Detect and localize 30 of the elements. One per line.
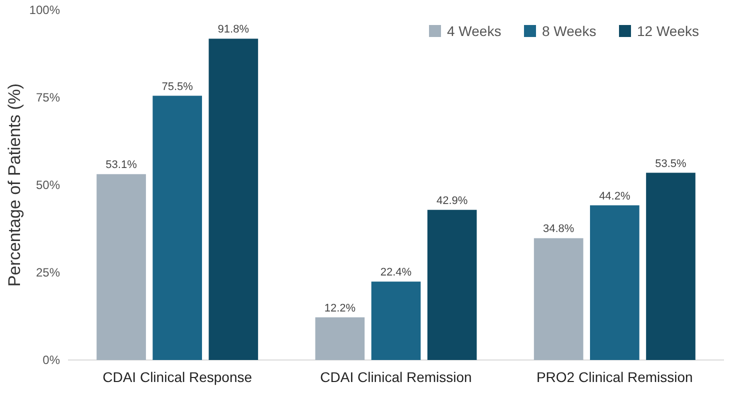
x-tick-label: CDAI Clinical Response: [102, 369, 252, 385]
data-label: 91.8%: [218, 24, 250, 36]
y-tick-label: 25%: [36, 266, 60, 280]
y-tick-label: 100%: [29, 3, 60, 17]
data-label: 44.2%: [599, 190, 630, 202]
data-label: 42.9%: [436, 194, 468, 207]
bar: [534, 238, 584, 360]
bar: [315, 317, 365, 360]
bar: [646, 172, 696, 360]
bar: [371, 282, 421, 360]
legend-label: 8 Weeks: [542, 23, 596, 39]
data-label: 12.2%: [324, 302, 356, 314]
bar: [96, 174, 146, 360]
bar: [427, 210, 477, 360]
data-label: 53.1%: [106, 159, 138, 172]
legend-label: 4 Weeks: [447, 23, 502, 39]
bar: [208, 38, 258, 360]
y-tick-label: 75%: [36, 90, 60, 104]
data-label: 75.5%: [162, 80, 194, 93]
x-tick-label: CDAI Clinical Remission: [320, 369, 472, 385]
x-tick-label: PRO2 Clinical Remission: [536, 369, 693, 385]
data-label: 53.5%: [655, 158, 687, 170]
legend-label: 12 Weeks: [637, 23, 699, 39]
y-tick-label: 50%: [36, 178, 60, 192]
y-tick-label: 0%: [42, 353, 60, 367]
data-label: 34.8%: [542, 223, 574, 236]
bar: [590, 205, 640, 360]
data-label: 22.4%: [380, 266, 412, 279]
bar: [152, 96, 202, 360]
y-axis-title: Percentage of Patients (%): [5, 83, 24, 287]
